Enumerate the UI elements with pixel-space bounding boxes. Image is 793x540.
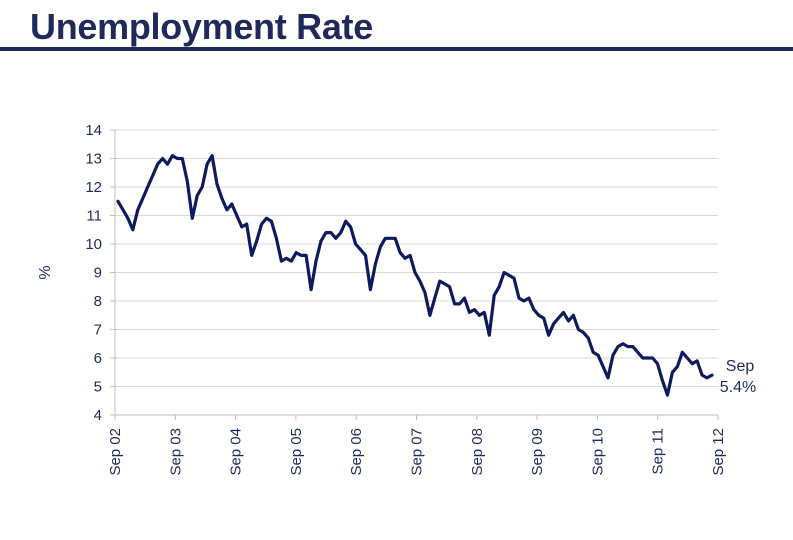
y-tick-label: 6: [94, 350, 102, 367]
y-tick-label: 14: [85, 122, 102, 139]
series-line: [116, 154, 714, 397]
y-tick-label: 9: [94, 265, 102, 282]
gridlines: [115, 129, 718, 387]
y-tick-label: 12: [85, 179, 102, 196]
annotation-month: Sep: [726, 358, 755, 375]
x-tick-label: Sep 05: [288, 428, 305, 476]
y-tick-label: 10: [85, 236, 102, 253]
y-tick-labels: 4 5 6 7 8 9 10 11 12 13 14: [85, 122, 102, 424]
y-tick-label: 7: [94, 322, 102, 339]
y-tick-label: 11: [86, 208, 102, 225]
x-tick-labels: Sep 02 Sep 03 Sep 04 Sep 05 Sep 06 Sep 07 Sep …: [107, 428, 727, 476]
x-tick-label: Sep 08: [469, 428, 486, 476]
x-tick-label: Sep 02: [107, 428, 124, 476]
y-tick-label: 13: [85, 151, 102, 168]
x-tick-label: Sep 11: [650, 428, 667, 474]
annotation-value: 5.4%: [720, 379, 756, 396]
x-tick-label: Sep 09: [529, 428, 546, 476]
page-title: Unemployment Rate: [30, 6, 373, 47]
x-tick-label: Sep 07: [409, 428, 426, 476]
y-tick-label: 5: [94, 379, 102, 396]
y-axis-label: %: [37, 265, 54, 279]
axes: [110, 129, 719, 420]
x-tick-label: Sep 03: [167, 428, 184, 476]
x-tick-label: Sep 06: [348, 428, 365, 476]
y-tick-label: 4: [94, 407, 102, 424]
x-tick-label: Sep 10: [589, 428, 606, 476]
x-tick-label: Sep 12: [710, 428, 727, 476]
x-tick-label: Sep 04: [228, 428, 245, 476]
title-underline: [0, 47, 793, 51]
y-tick-label: 8: [94, 293, 102, 310]
